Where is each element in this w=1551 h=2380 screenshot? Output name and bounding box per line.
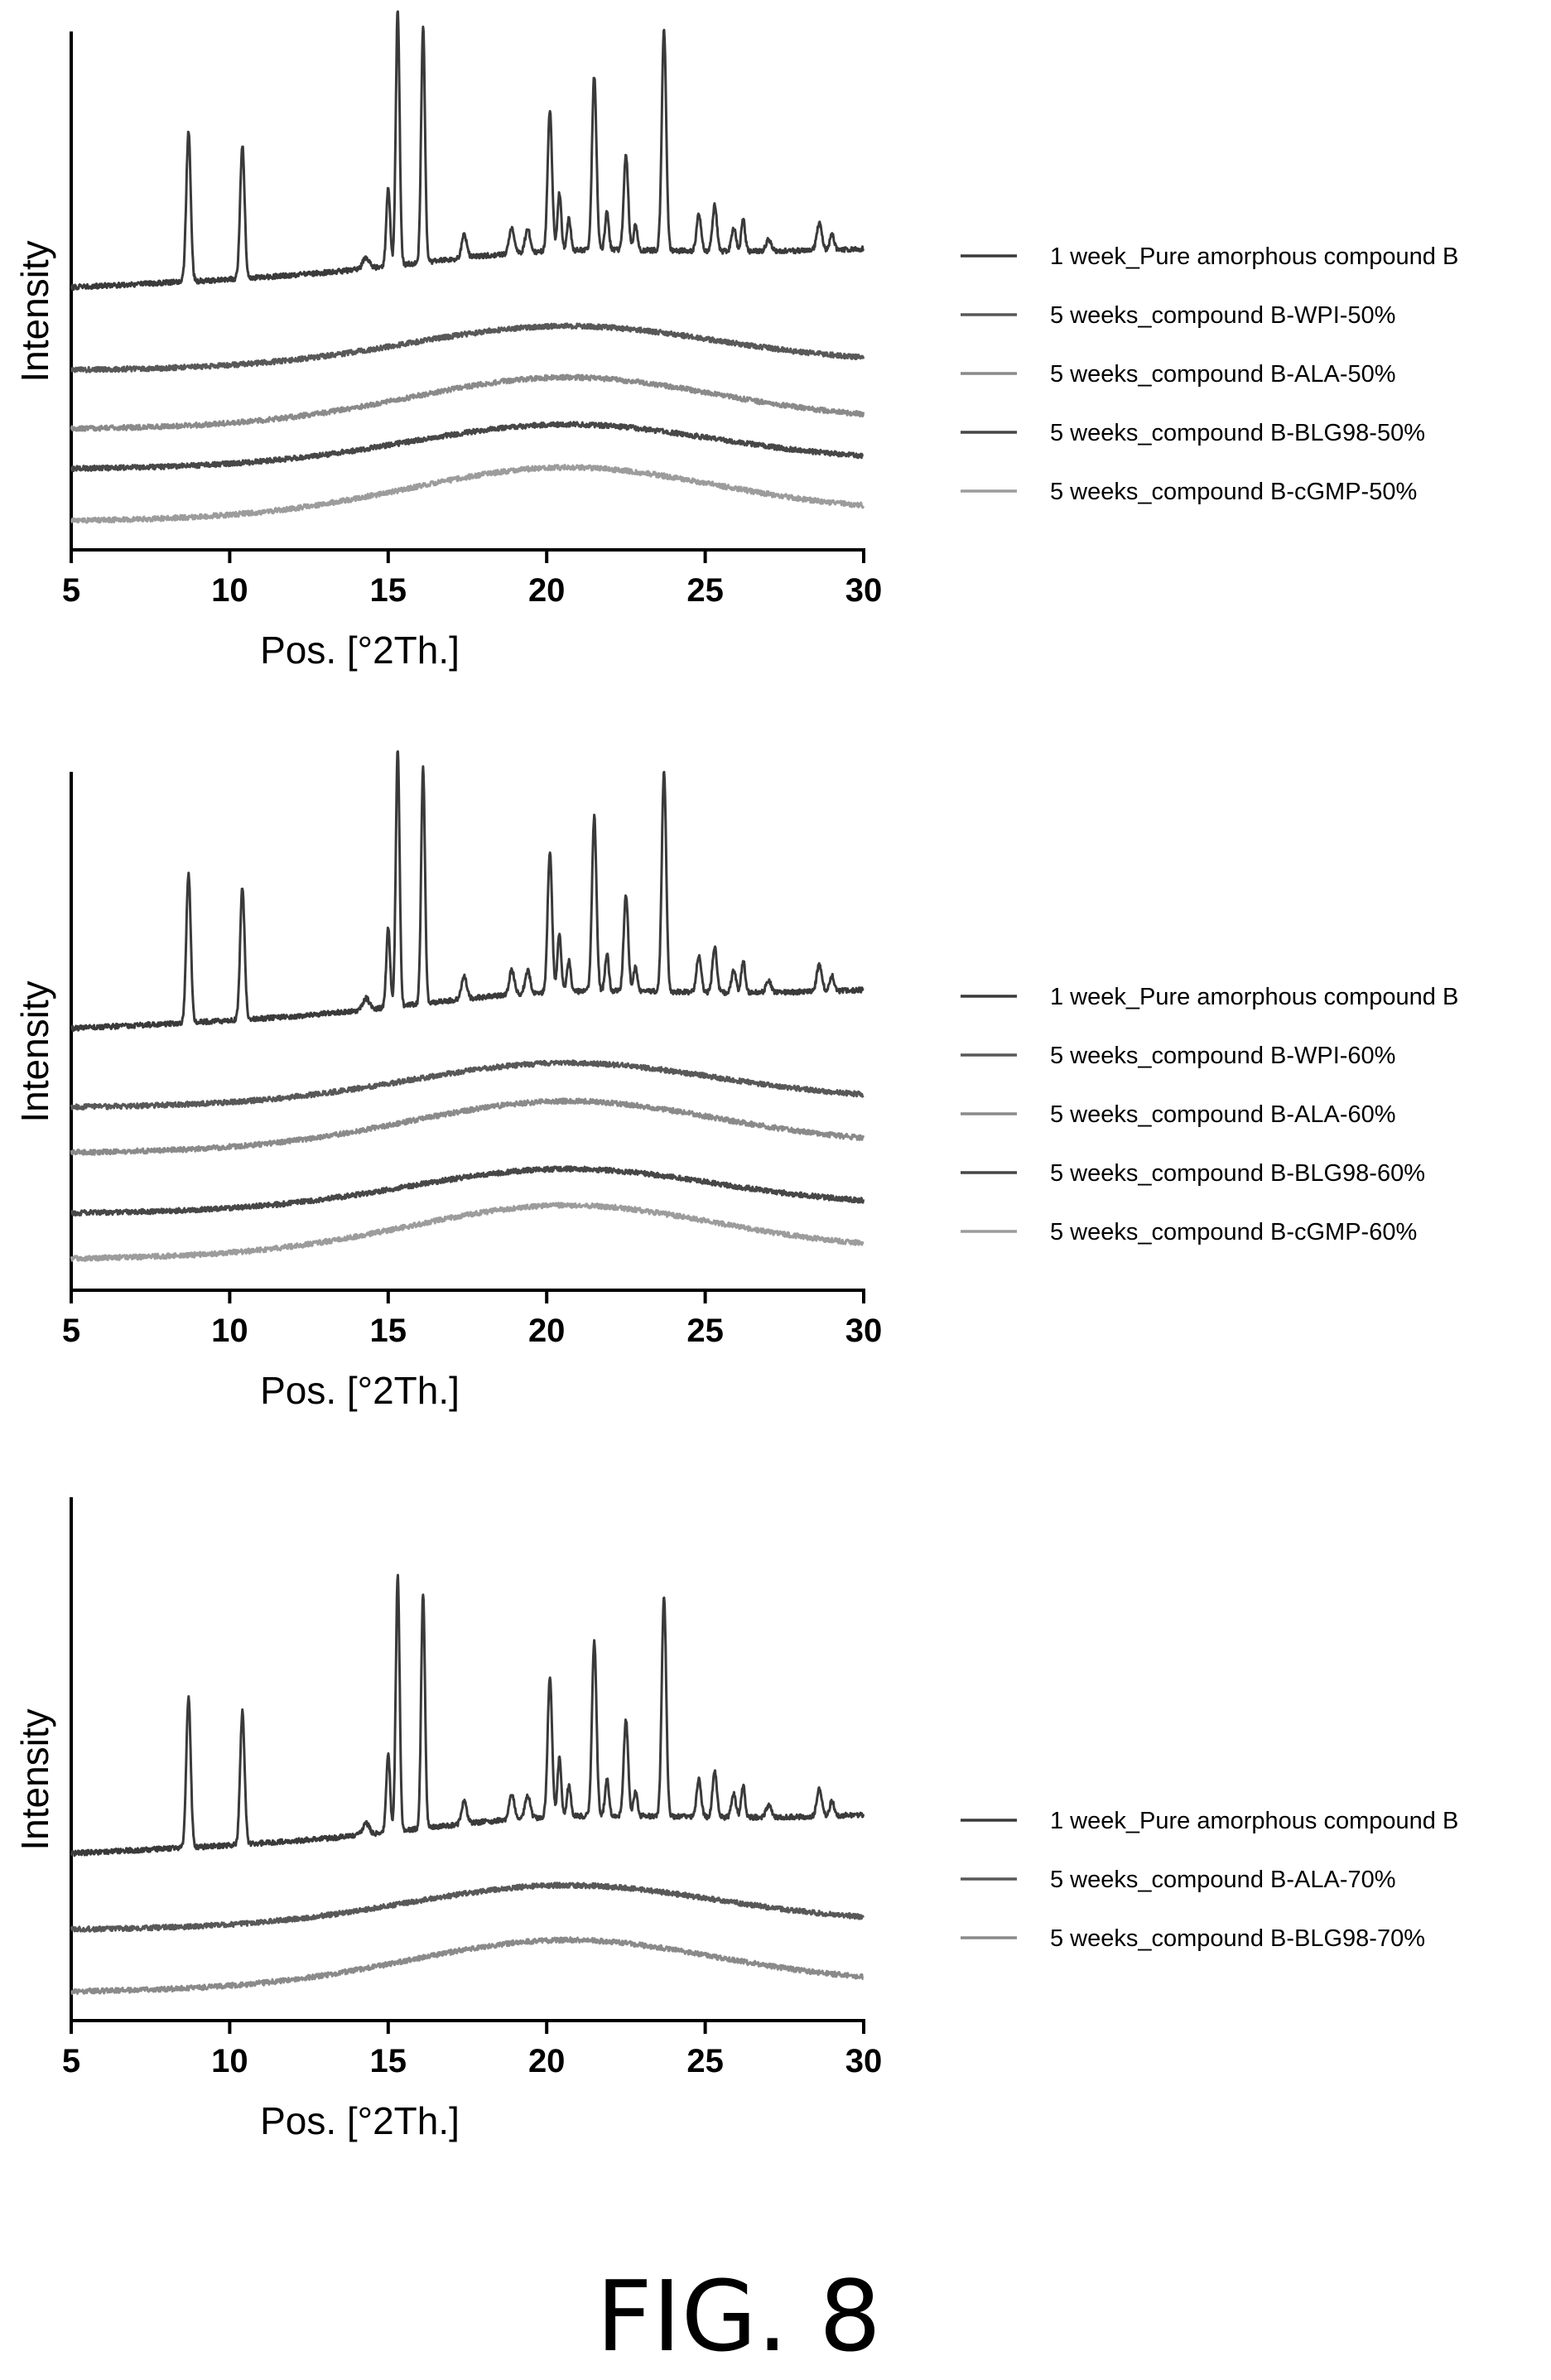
series-line-5 xyxy=(70,464,865,524)
legend-label: 5 weeks_compound B-ALA-70% xyxy=(1050,1867,1396,1893)
x-axis-title: Pos. [°2Th.] xyxy=(260,2099,460,2142)
x-tick-label: 20 xyxy=(528,1313,566,1349)
series-line-2 xyxy=(70,1881,865,1933)
y-axis-title: Intensity xyxy=(13,1708,56,1850)
legend-label: 5 weeks_compound B-WPI-60% xyxy=(1050,1043,1395,1069)
series-line-4 xyxy=(70,1165,865,1216)
legend-label: 5 weeks_compound B-BLG98-60% xyxy=(1050,1160,1425,1187)
figure-label: FIG. 8 xyxy=(596,2259,881,2373)
series-line-3 xyxy=(70,1097,865,1156)
legend-label: 1 week_Pure amorphous compound B xyxy=(1050,1808,1458,1834)
legend-label: 1 week_Pure amorphous compound B xyxy=(1050,243,1458,270)
x-tick-label: 20 xyxy=(528,572,566,609)
series-line-5 xyxy=(70,1202,865,1262)
series-line-4 xyxy=(70,421,865,473)
x-tick-label: 30 xyxy=(845,1313,883,1349)
xrd-panel-1: 5 10 15 20 25 30 Pos. [°2Th.] Intensity 1 week_P… xyxy=(13,10,1458,672)
x-tick-label: 5 xyxy=(62,572,80,609)
x-tick-label: 30 xyxy=(845,572,883,609)
y-axis-title: Intensity xyxy=(13,980,56,1122)
x-axis-title: Pos. [°2Th.] xyxy=(260,629,460,672)
legend-label: 5 weeks_compound B-BLG98-50% xyxy=(1050,420,1425,446)
series-line-3 xyxy=(70,373,865,432)
xrd-panel-2: 5 10 15 20 25 30 Pos. [°2Th.] Intensity 1 week_P… xyxy=(13,750,1458,1412)
legend-label: 5 weeks_compound B-cGMP-50% xyxy=(1050,479,1417,505)
y-axis-title: Intensity xyxy=(13,240,56,382)
legend-label: 5 weeks_compound B-ALA-50% xyxy=(1050,361,1396,388)
legend-label: 5 weeks_compound B-ALA-60% xyxy=(1050,1101,1396,1128)
legend: 1 week_Pure amorphous compound B 5 weeks_… xyxy=(961,243,1458,505)
x-tick-label: 25 xyxy=(686,2043,724,2079)
x-tick-label: 10 xyxy=(211,1313,248,1349)
x-tick-label: 10 xyxy=(211,572,248,609)
series-line-3 xyxy=(70,1936,865,1995)
series-line-1 xyxy=(70,1573,865,1857)
series-line-2 xyxy=(70,1059,865,1111)
x-tick-label: 25 xyxy=(686,572,724,609)
x-tick-label: 5 xyxy=(62,1313,80,1349)
x-axis-title: Pos. [°2Th.] xyxy=(260,1369,460,1412)
legend-label: 5 weeks_compound B-cGMP-60% xyxy=(1050,1219,1417,1245)
series-line-2 xyxy=(70,322,865,373)
series-line-1 xyxy=(70,10,865,291)
x-tick-label: 30 xyxy=(845,2043,883,2079)
legend-label: 5 weeks_compound B-WPI-50% xyxy=(1050,302,1395,329)
x-tick-label: 15 xyxy=(370,2043,407,2079)
x-tick-label: 25 xyxy=(686,1313,724,1349)
legend: 1 week_Pure amorphous compound B 5 weeks_… xyxy=(961,1808,1458,1952)
series-line-1 xyxy=(70,750,865,1033)
legend-label: 1 week_Pure amorphous compound B xyxy=(1050,984,1458,1010)
legend-label: 5 weeks_compound B-BLG98-70% xyxy=(1050,1925,1425,1952)
x-tick-label: 15 xyxy=(370,1313,407,1349)
x-tick-label: 5 xyxy=(62,2043,80,2079)
xrd-panel-3: 5 10 15 20 25 30 Pos. [°2Th.] Intensity 1 week_P… xyxy=(13,1497,1458,2142)
legend: 1 week_Pure amorphous compound B 5 weeks_… xyxy=(961,984,1458,1245)
x-tick-label: 20 xyxy=(528,2043,566,2079)
x-tick-label: 15 xyxy=(370,572,407,609)
x-tick-label: 10 xyxy=(211,2043,248,2079)
